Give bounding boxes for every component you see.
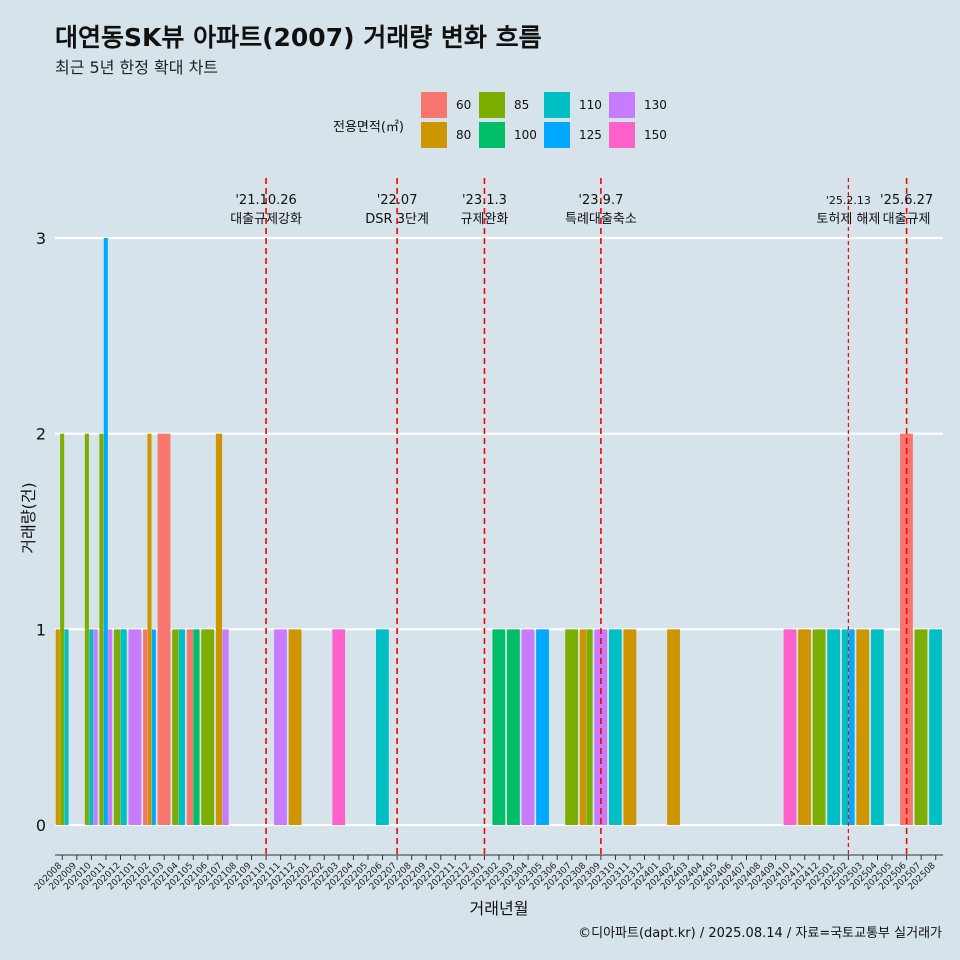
legend-label: 150 (644, 128, 667, 142)
legend-item-130: 130 (609, 92, 667, 118)
legend-swatch (544, 122, 570, 148)
y-tick-label: 2 (36, 425, 46, 444)
legend-item-60: 60 (421, 92, 471, 118)
legend-item-125: 125 (544, 122, 602, 148)
bar-80 (667, 629, 680, 825)
event-date: '25.2.13 (826, 194, 871, 207)
bar-80 (579, 629, 587, 825)
bar-85 (565, 629, 579, 825)
bar-85 (113, 629, 121, 825)
bar-130 (222, 629, 229, 825)
bar-80 (856, 629, 870, 825)
bar-110 (870, 629, 884, 825)
bar-110 (178, 629, 185, 825)
legend-item-80: 80 (421, 122, 471, 148)
bar-150 (783, 629, 797, 825)
bar-80 (623, 629, 637, 825)
event-label: 규제완화 (461, 212, 509, 227)
bar-110 (64, 629, 69, 825)
bar-85 (812, 629, 826, 825)
bar-80 (55, 629, 60, 825)
legend-label: 110 (579, 98, 602, 112)
legend-swatch (544, 92, 570, 118)
bar-110 (89, 629, 94, 825)
event-date: '21.10.26 (235, 193, 296, 208)
bar-60 (157, 433, 171, 825)
legend-swatch (479, 92, 505, 118)
bar-110 (929, 629, 942, 825)
legend-item-100: 100 (479, 122, 537, 148)
y-tick-label: 1 (36, 620, 46, 639)
legend-label: 100 (514, 128, 537, 142)
legend-item-150: 150 (609, 122, 667, 148)
event-date: '22.07 (377, 193, 418, 208)
legend-item-110: 110 (544, 92, 602, 118)
bar-110 (375, 629, 389, 825)
event-date: '23.9.7 (578, 193, 623, 208)
bar-130 (128, 629, 142, 825)
bar-130 (93, 629, 98, 825)
bar-85 (914, 629, 928, 825)
bar-110 (827, 629, 841, 825)
bar-85 (60, 433, 65, 825)
y-tick-label: 3 (36, 229, 46, 248)
bar-130 (521, 629, 535, 825)
x-axis-title: 거래년월 (470, 899, 529, 918)
bar-60 (143, 629, 148, 825)
bar-100 (193, 629, 200, 825)
bar-125 (848, 629, 855, 825)
event-label: DSR 3단계 (365, 212, 429, 227)
legend-label: 60 (456, 98, 472, 112)
legend-swatch (609, 122, 635, 148)
event-date: '23.1.3 (462, 193, 507, 208)
legend-title: 전용면적(㎡) (333, 120, 404, 135)
chart-caption: ©디아파트(dapt.kr) / 2025.08.14 / 자료=국토교통부 실… (578, 926, 942, 941)
bar-100 (507, 629, 520, 825)
legend-label: 85 (514, 98, 530, 112)
bar-85 (201, 629, 215, 825)
event-label: 토허제 해제 (816, 212, 880, 227)
event-label: 대출규제강화 (230, 212, 302, 227)
y-axis-title: 거래량(건) (19, 482, 38, 553)
bar-125 (536, 629, 549, 825)
bar-60 (186, 629, 193, 825)
event-label: 대출규제 (883, 212, 931, 227)
event-date: '25.6.27 (880, 193, 933, 208)
bar-100 (492, 629, 506, 825)
bar-80 (288, 629, 302, 825)
legend-label: 125 (579, 128, 602, 142)
legend-swatch (609, 92, 635, 118)
legend-swatch (421, 92, 447, 118)
bar-130 (108, 629, 113, 825)
bar-125 (151, 629, 156, 825)
chart-subtitle: 최근 5년 한정 확대 차트 (55, 58, 219, 77)
y-tick-label: 0 (36, 816, 46, 835)
legend-swatch (479, 122, 505, 148)
bar-85 (99, 433, 104, 825)
event-label: 특례대출축소 (565, 212, 637, 227)
bar-130 (594, 629, 608, 825)
legend-item-85: 85 (479, 92, 529, 118)
bar-125 (103, 238, 108, 825)
legend-label: 80 (456, 128, 472, 142)
bar-80 (215, 433, 223, 825)
bar-130 (274, 629, 287, 825)
bar-85 (586, 629, 593, 825)
bar-110 (608, 629, 622, 825)
legend-swatch (421, 122, 447, 148)
bar-150 (332, 629, 346, 825)
legend-label: 130 (644, 98, 667, 112)
bar-110 (841, 629, 849, 825)
bar-85 (84, 433, 89, 825)
bar-80 (798, 629, 811, 825)
bar-80 (147, 433, 152, 825)
bar-85 (172, 629, 179, 825)
chart-title: 대연동SK뷰 아파트(2007) 거래량 변화 흐름 (55, 23, 542, 52)
bar-110 (120, 629, 127, 825)
